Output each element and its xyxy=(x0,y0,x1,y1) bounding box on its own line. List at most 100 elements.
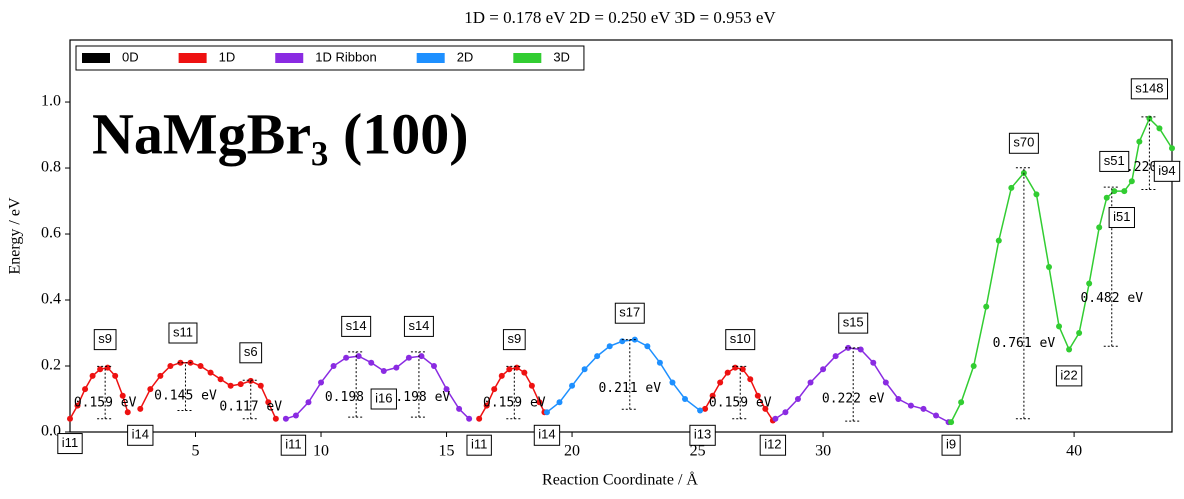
legend-swatch xyxy=(416,53,445,63)
data-point xyxy=(443,386,450,393)
point-label-box xyxy=(533,424,561,446)
point-label: s15 xyxy=(838,312,869,334)
data-point xyxy=(857,346,864,353)
data-point xyxy=(1086,280,1093,287)
data-point xyxy=(1136,138,1143,145)
point-label-text: i22 xyxy=(1060,367,1077,382)
data-point xyxy=(697,407,704,414)
point-label: i11 xyxy=(466,434,492,456)
point-label-text: i51 xyxy=(1113,209,1130,224)
point-label-text: i13 xyxy=(694,427,711,442)
data-point xyxy=(207,369,214,376)
point-label: s14 xyxy=(341,315,372,337)
point-label: i16 xyxy=(370,388,397,410)
point-label: s9 xyxy=(93,329,117,351)
data-point xyxy=(343,354,350,361)
data-point xyxy=(1033,191,1040,198)
data-point xyxy=(355,353,362,360)
data-point xyxy=(456,405,463,412)
data-point xyxy=(1045,264,1052,271)
data-point xyxy=(1156,125,1163,132)
barrier-label: 0.198 eV xyxy=(388,390,451,405)
point-label-box xyxy=(1099,150,1130,172)
data-point xyxy=(528,382,535,389)
point-label-text: s148 xyxy=(1135,80,1163,95)
data-point xyxy=(717,379,724,386)
data-point xyxy=(709,392,716,399)
data-point xyxy=(995,237,1002,244)
data-point xyxy=(466,415,473,422)
data-point xyxy=(739,366,746,373)
data-point xyxy=(137,405,144,412)
data-point xyxy=(644,343,651,350)
legend-label: 0D xyxy=(122,49,139,64)
series-line xyxy=(478,366,546,420)
data-point xyxy=(1128,178,1135,185)
point-label-text: i11 xyxy=(285,437,301,452)
point-label-box xyxy=(1055,365,1083,387)
data-point xyxy=(89,372,96,379)
data-point xyxy=(581,366,588,373)
point-label-box xyxy=(725,329,756,351)
data-point xyxy=(958,399,965,406)
point-label-box xyxy=(341,315,372,337)
data-point xyxy=(543,409,550,416)
data-point xyxy=(794,396,801,403)
legend: 0D 1D 1D Ribbon 2D 3D xyxy=(75,45,585,71)
point-label: i12 xyxy=(759,434,787,456)
x-axis-label: Reaction Coordinate / Å xyxy=(542,471,698,489)
point-label-box xyxy=(127,424,154,446)
series-line xyxy=(546,338,701,413)
point-label-box xyxy=(1130,78,1169,100)
point-label: i51 xyxy=(1108,207,1135,229)
point-label: s10 xyxy=(725,329,756,351)
data-point xyxy=(747,376,754,383)
point-label-box xyxy=(168,322,198,344)
data-point xyxy=(157,372,164,379)
data-point xyxy=(119,392,126,399)
data-point xyxy=(67,415,73,422)
point-label: i11 xyxy=(57,433,83,455)
point-label-text: s70 xyxy=(1013,135,1034,150)
legend-label: 3D xyxy=(553,49,570,64)
data-point xyxy=(606,343,613,350)
data-point xyxy=(732,364,739,371)
legend-box xyxy=(75,45,585,71)
data-point xyxy=(983,303,990,310)
data-point xyxy=(197,363,204,370)
data-point xyxy=(498,372,505,379)
point-label: s51 xyxy=(1099,150,1130,172)
data-point xyxy=(933,412,940,419)
point-label-box xyxy=(57,433,83,455)
point-label-text: s51 xyxy=(1104,153,1125,168)
data-point xyxy=(754,392,761,399)
point-label-box xyxy=(1108,207,1135,229)
data-point xyxy=(112,372,119,379)
barrier-label: 0.159 eV xyxy=(74,396,137,411)
barrier-label: 0.159 eV xyxy=(709,396,772,411)
data-point xyxy=(1096,224,1103,231)
data-point xyxy=(724,369,731,376)
point-label-box xyxy=(93,329,117,351)
point-label: i22 xyxy=(1055,365,1083,387)
data-point xyxy=(907,402,914,409)
barrier-label: 0.117 eV xyxy=(219,400,282,415)
data-point xyxy=(521,369,528,376)
data-point xyxy=(74,402,81,409)
data-point xyxy=(920,405,927,412)
y-tick-label: 0.0 xyxy=(41,423,61,440)
point-label: i14 xyxy=(127,424,154,446)
legend-label: 1D Ribbon xyxy=(315,49,376,64)
x-tick-label: 20 xyxy=(564,443,580,460)
data-point xyxy=(702,405,709,412)
legend-label: 2D xyxy=(457,49,474,64)
legend-label: 1D xyxy=(219,49,236,64)
barrier-label: 0.761 eV xyxy=(993,336,1056,351)
data-point xyxy=(282,415,289,422)
data-point xyxy=(430,363,437,370)
point-label: s9 xyxy=(502,329,526,351)
data-point xyxy=(772,415,779,422)
point-label: i94 xyxy=(1153,160,1181,182)
point-label: s14 xyxy=(403,315,434,337)
